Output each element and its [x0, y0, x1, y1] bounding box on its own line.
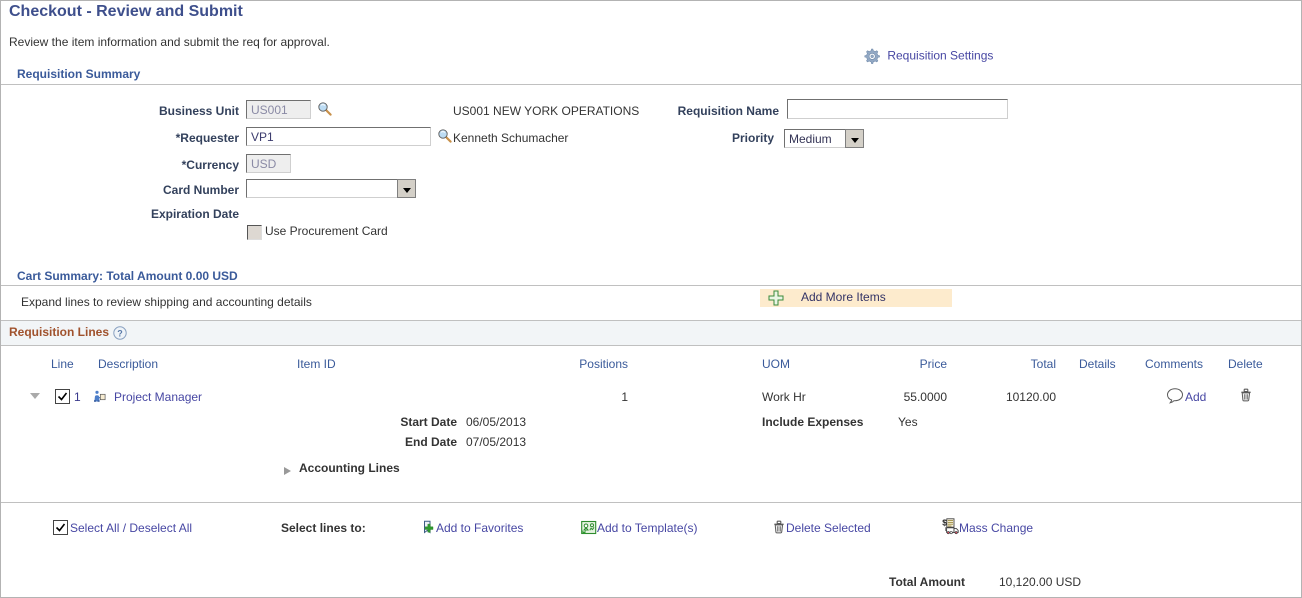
- svg-text:?: ?: [117, 329, 123, 339]
